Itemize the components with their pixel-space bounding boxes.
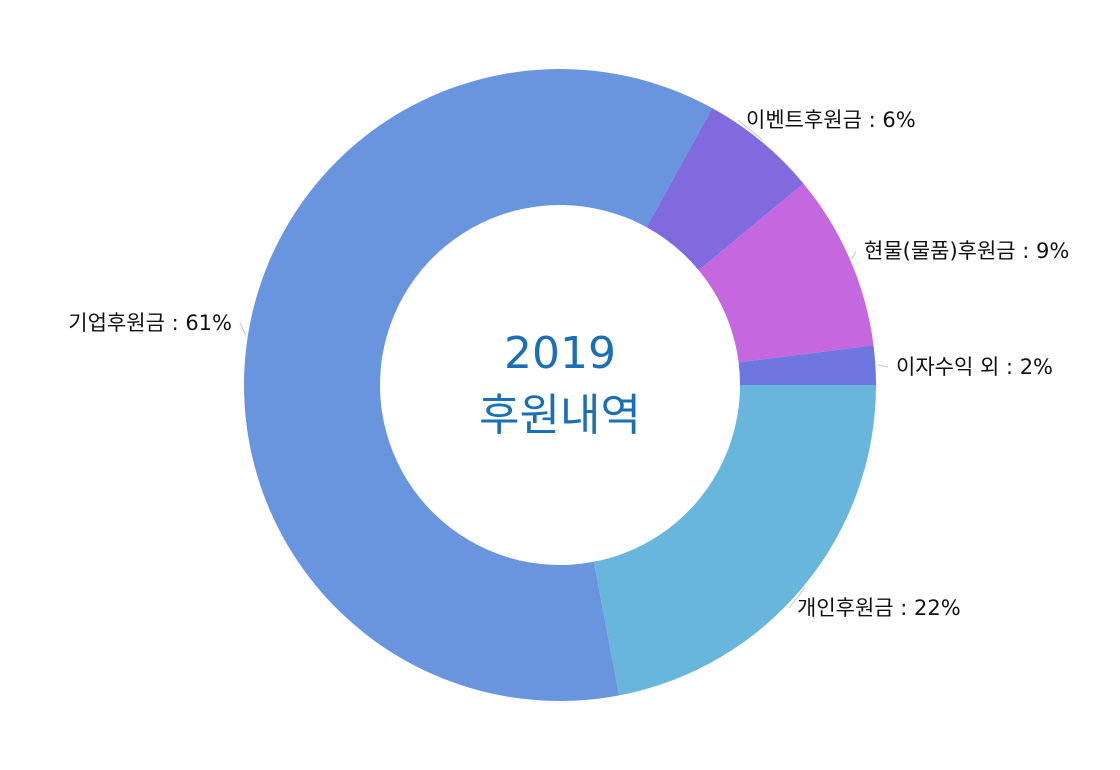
slice-1 bbox=[244, 68, 713, 702]
leader-line-1 bbox=[239, 322, 247, 336]
slice-3 bbox=[698, 183, 874, 363]
leader-line-4 bbox=[877, 364, 889, 368]
leader-line-0 bbox=[788, 587, 806, 609]
slices-layer bbox=[244, 68, 876, 702]
slice-label-4: 이자수익 외 : 2% bbox=[896, 355, 1053, 379]
labels-layer: 개인후원금 : 22% 기업후원금 : 61% 이벤트후원금 : 6% 현물(물품)후… bbox=[68, 108, 1069, 620]
leader-line-2 bbox=[737, 119, 764, 141]
slice-4 bbox=[738, 345, 876, 385]
slice-label-2: 이벤트후원금 : 6% bbox=[746, 108, 916, 132]
center-title: 2019 bbox=[504, 328, 616, 379]
slice-0 bbox=[593, 385, 876, 696]
slice-label-0: 개인후원금 : 22% bbox=[797, 596, 961, 620]
leader-line-3 bbox=[851, 250, 857, 259]
slice-2 bbox=[646, 108, 804, 271]
center-subtitle: 후원내역 bbox=[479, 390, 641, 441]
leaders-layer bbox=[239, 119, 889, 609]
slice-label-1: 기업후원금 : 61% bbox=[68, 311, 232, 335]
slice-label-3: 현물(물품)후원금 : 9% bbox=[864, 239, 1069, 263]
